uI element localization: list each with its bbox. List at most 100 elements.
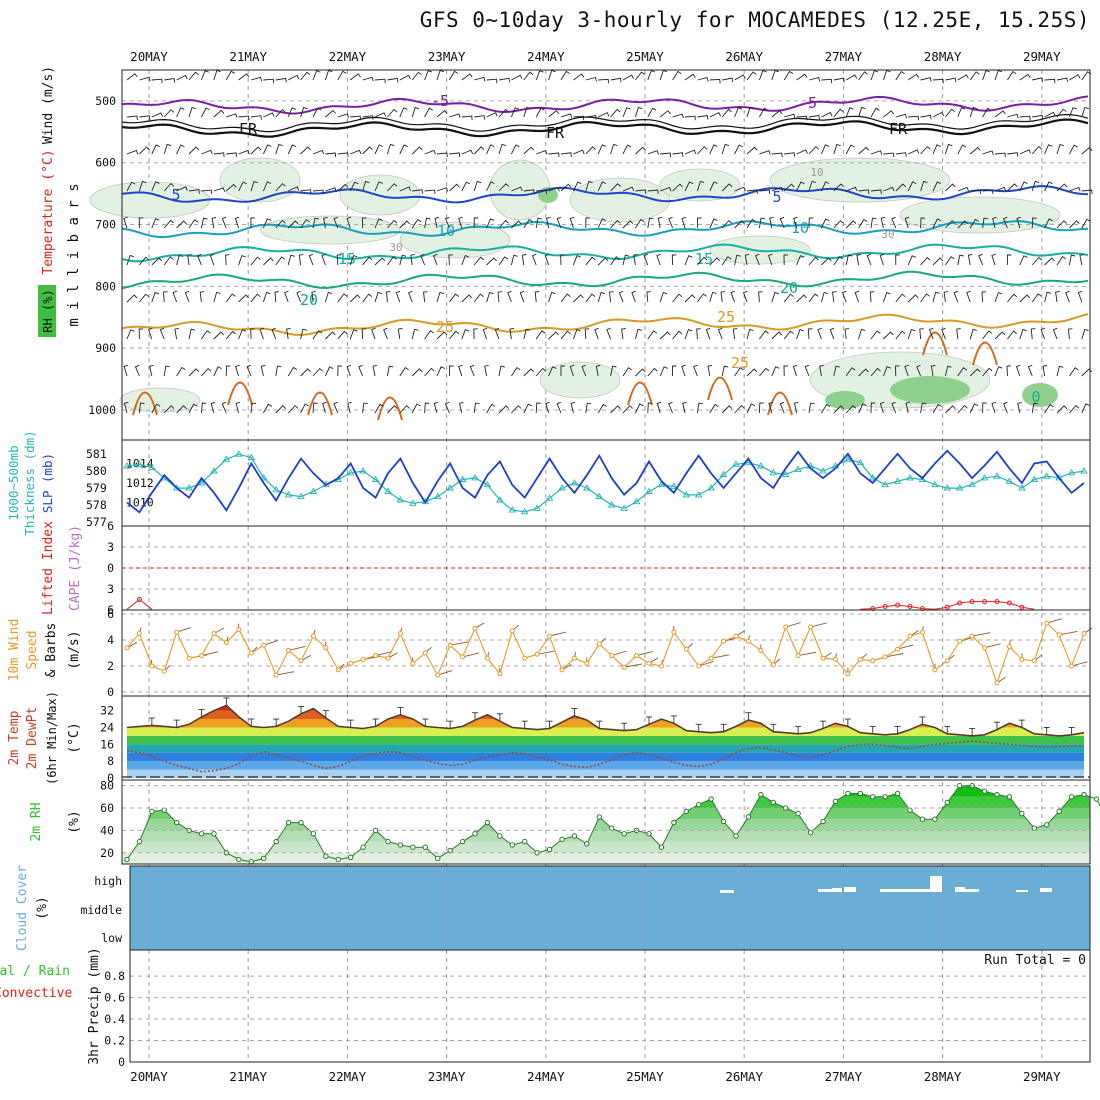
wind-speed-point bbox=[248, 650, 254, 656]
rh-point bbox=[298, 819, 304, 826]
thickness-tick: 578 bbox=[86, 498, 107, 512]
wind-barb bbox=[709, 403, 719, 414]
wind-barb bbox=[1056, 405, 1068, 414]
upper-wind-barbs bbox=[123, 69, 1093, 414]
rh-contour-area bbox=[119, 387, 201, 413]
wind-speed-point bbox=[286, 647, 292, 653]
ylabel-wind-1: 10m Wind bbox=[7, 619, 22, 682]
wind-speed-point bbox=[758, 647, 764, 653]
thickness-point bbox=[384, 487, 392, 494]
wind-barb bbox=[411, 106, 420, 118]
wind-barb bbox=[895, 113, 907, 119]
rh-point bbox=[198, 831, 205, 837]
temp-tick: 0 bbox=[107, 771, 114, 785]
wind-barb bbox=[523, 106, 531, 118]
wind-barb bbox=[672, 330, 683, 340]
wind-speed-point bbox=[161, 668, 167, 674]
rh-point bbox=[596, 814, 602, 820]
wind-barb bbox=[449, 70, 459, 81]
contour-label: 15 bbox=[338, 250, 356, 268]
wind-barb bbox=[932, 144, 941, 155]
wind-barb bbox=[647, 107, 657, 118]
wind-barb bbox=[374, 112, 387, 118]
wind-barb bbox=[287, 220, 299, 229]
surface-wind-barb bbox=[375, 651, 393, 657]
wind-speed-point bbox=[609, 653, 615, 659]
wind-barb bbox=[275, 108, 286, 118]
wind-barb bbox=[584, 328, 590, 340]
precip-tick: 0 bbox=[118, 1055, 125, 1069]
wind-speed-point bbox=[149, 663, 155, 669]
wind-barb bbox=[1042, 365, 1048, 377]
rh-point bbox=[932, 816, 938, 822]
wind-barb bbox=[184, 290, 190, 303]
wind-barb bbox=[1019, 255, 1028, 266]
rh-point bbox=[174, 819, 180, 826]
thickness-point bbox=[483, 480, 492, 488]
wind-barb bbox=[783, 330, 794, 340]
surface-wind-barb bbox=[798, 651, 817, 657]
wind-barb bbox=[957, 220, 968, 229]
wind-barb bbox=[263, 403, 273, 414]
wind-tick: 6 bbox=[107, 607, 114, 621]
wind-barb bbox=[461, 255, 470, 266]
wind-barb bbox=[796, 73, 808, 81]
date-label-bottom: 21MAY bbox=[229, 1069, 267, 1084]
thickness-series bbox=[126, 453, 1085, 513]
wind-barb bbox=[436, 69, 445, 81]
rh-tick: 20 bbox=[100, 846, 114, 860]
wind-barb bbox=[883, 331, 894, 340]
date-label-top: 22MAY bbox=[329, 49, 367, 64]
wind-barb bbox=[337, 365, 343, 377]
thickness-point bbox=[148, 463, 156, 471]
wind-barb bbox=[399, 186, 412, 192]
rh-point bbox=[820, 818, 826, 825]
rh-point bbox=[571, 833, 578, 839]
wind-tick: 4 bbox=[107, 633, 114, 647]
surface-wind-barb bbox=[636, 651, 653, 657]
wind-barb bbox=[907, 73, 920, 81]
wind-barb bbox=[262, 181, 272, 192]
wind-barb bbox=[176, 186, 188, 192]
wind-barb bbox=[337, 152, 349, 157]
wind-barb bbox=[808, 256, 819, 266]
wind-barb bbox=[953, 290, 959, 303]
wind-barb bbox=[296, 290, 302, 303]
wind-barb bbox=[387, 77, 399, 83]
surface-wind-barb bbox=[624, 663, 643, 668]
rh-point bbox=[310, 831, 317, 837]
wind-barb bbox=[833, 405, 845, 414]
thickness-point bbox=[520, 507, 529, 515]
surface-temp-contour bbox=[307, 391, 333, 416]
wind-barb bbox=[585, 256, 596, 266]
wind-barb bbox=[721, 183, 733, 192]
thickness-point bbox=[272, 485, 280, 493]
thickness-point bbox=[794, 465, 802, 472]
wind-barb bbox=[548, 109, 560, 118]
surface-wind-barb bbox=[201, 651, 219, 657]
wind-barb bbox=[473, 402, 480, 414]
wind-barb bbox=[148, 327, 153, 340]
wind-barb bbox=[793, 401, 799, 414]
wind-barb bbox=[684, 294, 696, 303]
wind-barb bbox=[631, 290, 636, 303]
wind-barb bbox=[883, 110, 895, 118]
wind-barb bbox=[523, 368, 535, 377]
wind-barb bbox=[349, 329, 358, 340]
rh-point bbox=[683, 808, 689, 815]
wind-barb bbox=[126, 73, 138, 81]
wind-barb bbox=[138, 328, 144, 340]
wind-barb bbox=[945, 219, 956, 229]
ylabel-wind-2: Speed bbox=[25, 630, 40, 669]
wind-barb bbox=[784, 152, 796, 157]
contour-label: 20 bbox=[780, 279, 798, 297]
surface-wind-barb bbox=[885, 653, 904, 658]
wind-barb bbox=[386, 365, 394, 377]
wind-barb bbox=[845, 254, 853, 266]
wind-barb bbox=[213, 69, 221, 81]
thickness-point bbox=[297, 492, 305, 500]
wind-barb bbox=[1069, 74, 1081, 81]
contour-label: 5 bbox=[772, 188, 781, 206]
wind-speed-point bbox=[832, 657, 838, 662]
slp-thickness-panel: 577 578 579 580 581 1010 1012 1014 bbox=[86, 439, 1091, 529]
